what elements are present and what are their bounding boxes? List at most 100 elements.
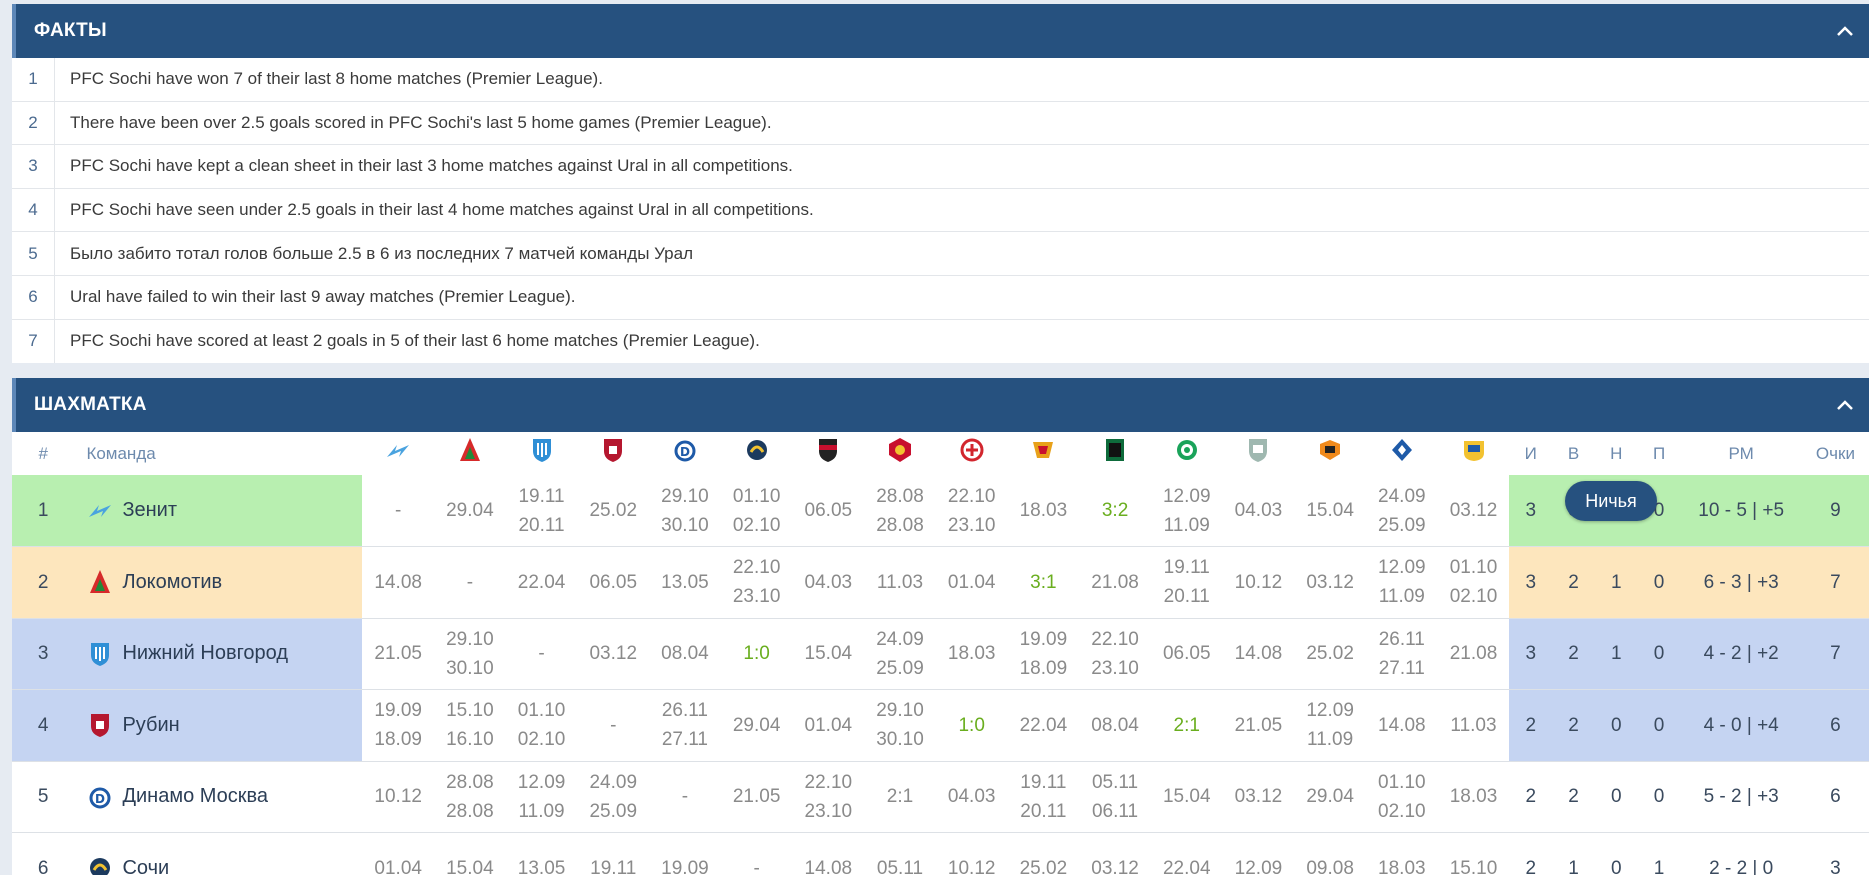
match-cell[interactable]: 22.10 23.10	[792, 761, 864, 833]
match-cell[interactable]: 10.12	[1223, 547, 1295, 619]
table-row[interactable]: 5 D Динамо Москва 10.12 28.08 28.08 12.09 11.09…	[12, 761, 1869, 833]
col-club-header[interactable]	[1008, 432, 1080, 475]
col-club-header[interactable]	[721, 432, 793, 475]
match-cell[interactable]: 28.08 28.08	[864, 475, 936, 547]
match-cell[interactable]: 24.09 25.09	[864, 618, 936, 690]
col-club-header[interactable]	[1438, 432, 1510, 475]
table-row[interactable]: 4 Рубин 19.09 18.09 15.10 16.10 01.10 02.10 - 26.…	[12, 689, 1869, 762]
match-cell[interactable]: 01.10 02.10	[1366, 761, 1438, 833]
col-club-header[interactable]	[1366, 432, 1438, 475]
match-cell[interactable]: 10.12	[936, 833, 1008, 875]
chevron-up-icon[interactable]	[1835, 395, 1855, 415]
match-cell[interactable]: 11.03	[864, 547, 936, 619]
match-cell[interactable]: 12.09 11.09	[1151, 475, 1223, 547]
col-club-header[interactable]	[936, 432, 1008, 475]
match-cell[interactable]: 03.12	[1294, 547, 1366, 619]
match-cell[interactable]: 15.10	[1438, 833, 1510, 875]
match-cell[interactable]: 09.08	[1294, 833, 1366, 875]
match-cell[interactable]: 22.04	[1151, 833, 1223, 875]
match-cell[interactable]: 21.05	[721, 761, 793, 833]
match-cell[interactable]: 19.11 20.11	[1008, 761, 1080, 833]
match-cell[interactable]: 01.04	[792, 690, 864, 762]
match-cell[interactable]: 19.11 20.11	[1151, 547, 1223, 619]
match-cell[interactable]: 29.04	[1294, 761, 1366, 833]
match-cell[interactable]: 3:1	[1008, 547, 1080, 619]
match-cell[interactable]: 01.04	[362, 833, 434, 875]
match-cell[interactable]: 25.02	[577, 475, 649, 547]
match-cell[interactable]: 22.10 23.10	[936, 475, 1008, 547]
match-cell[interactable]: 29.10 30.10	[864, 690, 936, 762]
match-cell[interactable]: -	[721, 833, 793, 875]
match-cell[interactable]: 03.12	[1223, 761, 1295, 833]
col-club-header[interactable]	[577, 432, 649, 475]
team-cell[interactable]: Сочи	[74, 833, 362, 875]
match-cell[interactable]: 2:1	[864, 761, 936, 833]
match-cell[interactable]: 24.09 25.09	[1366, 475, 1438, 547]
team-name[interactable]: Зенит	[122, 499, 178, 522]
col-club-header[interactable]	[362, 432, 434, 475]
team-name[interactable]: Сочи	[122, 856, 170, 875]
match-cell[interactable]: 01.10 02.10	[721, 475, 793, 547]
match-cell[interactable]: 01.10 02.10	[506, 690, 578, 762]
match-cell[interactable]: 12.09	[1223, 833, 1295, 875]
match-cell[interactable]: 14.08	[792, 833, 864, 875]
match-cell[interactable]: 10.12	[362, 761, 434, 833]
match-cell[interactable]: 18.03	[1008, 475, 1080, 547]
team-name[interactable]: Локомотив	[122, 570, 223, 593]
match-cell[interactable]: 03.12	[1438, 475, 1510, 547]
match-cell[interactable]: 14.08	[1366, 690, 1438, 762]
match-cell[interactable]: 25.02	[1294, 618, 1366, 690]
match-cell[interactable]: -	[362, 475, 434, 547]
chevron-up-icon[interactable]	[1835, 21, 1855, 41]
match-cell[interactable]: 26.11 27.11	[649, 690, 721, 762]
team-cell[interactable]: Нижний Новгород	[74, 618, 363, 690]
match-cell[interactable]: 22.10 23.10	[721, 547, 793, 619]
match-cell[interactable]: -	[577, 690, 649, 762]
match-cell[interactable]: 21.08	[1079, 547, 1151, 619]
match-cell[interactable]: 24.09 25.09	[577, 761, 649, 833]
col-draws-header[interactable]: Н	[1610, 444, 1623, 464]
col-wins-header[interactable]: В	[1567, 444, 1580, 464]
match-cell[interactable]: 18.03	[936, 618, 1008, 690]
col-team-header[interactable]: Команда	[86, 444, 156, 464]
match-cell[interactable]: 26.11 27.11	[1366, 618, 1438, 690]
match-cell[interactable]: 19.09 18.09	[362, 690, 434, 762]
col-pos-header[interactable]: #	[38, 444, 48, 464]
col-club-header[interactable]	[1151, 432, 1223, 475]
table-row[interactable]: 6 Сочи 01.04 15.04 13.05 19.11 19.09 - 14.08 05.1…	[12, 833, 1869, 875]
col-points-header[interactable]: Очки	[1815, 444, 1855, 464]
match-cell[interactable]: 12.09 11.09	[1366, 547, 1438, 619]
match-cell[interactable]: 1:0	[936, 690, 1008, 762]
match-cell[interactable]: 08.04	[1079, 690, 1151, 762]
match-cell[interactable]: 04.03	[936, 761, 1008, 833]
match-cell[interactable]: 22.10 23.10	[1079, 618, 1151, 690]
col-club-header[interactable]	[864, 432, 936, 475]
match-cell[interactable]: 3:2	[1079, 475, 1151, 547]
match-cell[interactable]: 29.04	[434, 475, 506, 547]
match-cell[interactable]: 29.10 30.10	[649, 475, 721, 547]
col-club-header[interactable]	[1294, 432, 1366, 475]
match-cell[interactable]: 13.05	[506, 833, 578, 875]
match-cell[interactable]: 06.05	[792, 475, 864, 547]
team-cell[interactable]: Рубин	[74, 689, 363, 762]
match-cell[interactable]: 04.03	[1223, 475, 1295, 547]
match-cell[interactable]: 04.03	[792, 547, 864, 619]
chess-panel-header[interactable]: ШАХМАТКА	[12, 378, 1869, 433]
match-cell[interactable]: 01.10 02.10	[1438, 547, 1510, 619]
match-cell[interactable]: 22.04	[506, 547, 578, 619]
match-cell[interactable]: 19.11 20.11	[506, 475, 578, 547]
match-cell[interactable]: 14.08	[362, 547, 434, 619]
team-cell[interactable]: Локомотив	[74, 546, 363, 619]
match-cell[interactable]: 29.04	[721, 690, 793, 762]
match-cell[interactable]: -	[434, 547, 506, 619]
match-cell[interactable]: 03.12	[1079, 833, 1151, 875]
col-losses-header[interactable]: П	[1652, 444, 1666, 464]
match-cell[interactable]: 19.09 18.09	[1008, 618, 1080, 690]
match-cell[interactable]: 21.05	[362, 618, 434, 690]
match-cell[interactable]: 13.05	[649, 547, 721, 619]
team-name[interactable]: Динамо Москва	[122, 785, 269, 808]
match-cell[interactable]: 21.05	[1223, 690, 1295, 762]
col-goals-header[interactable]: РМ	[1728, 444, 1754, 464]
table-row[interactable]: 3 Нижний Новгород 21.05 29.10 30.10 - 03.12 08.…	[12, 618, 1869, 690]
col-club-header[interactable]	[434, 432, 506, 475]
